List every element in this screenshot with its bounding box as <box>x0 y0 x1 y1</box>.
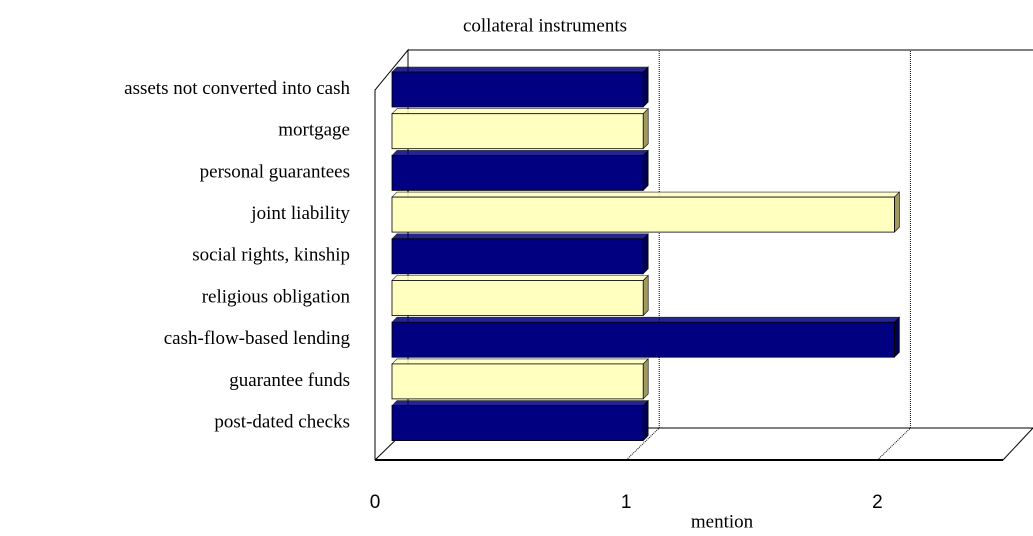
x-tick-label: 1 <box>621 492 632 513</box>
bar <box>391 405 644 442</box>
y-tick-label: post-dated checks <box>214 411 350 432</box>
y-tick-label: guarantee funds <box>229 370 350 391</box>
bar-side <box>642 107 649 150</box>
bar-top <box>391 108 649 114</box>
x-tick-label: 2 <box>872 492 883 513</box>
bar <box>391 196 895 233</box>
bar-top <box>391 400 649 406</box>
bar-top <box>391 275 649 281</box>
y-tick-label: social rights, kinship <box>192 245 350 266</box>
bar-top <box>391 233 649 240</box>
bar-side <box>642 66 649 108</box>
bar <box>391 280 644 316</box>
grid-line <box>877 50 911 461</box>
bar <box>391 238 644 275</box>
bar-side <box>642 274 649 317</box>
y-tick-label: joint liability <box>250 203 350 224</box>
bar-side <box>642 399 649 442</box>
bar-side <box>894 191 900 233</box>
bar <box>391 363 644 400</box>
x-tick-label: 0 <box>370 492 381 513</box>
bar <box>391 154 644 191</box>
chart-title: collateral instruments <box>463 15 627 36</box>
bar-side <box>642 233 649 275</box>
bar-top <box>391 316 901 323</box>
y-tick-label: personal guarantees <box>200 161 350 182</box>
bar <box>391 71 644 108</box>
bar-top <box>391 150 649 156</box>
bar-top <box>391 66 649 73</box>
bar <box>391 113 644 150</box>
y-tick-label: assets not converted into cash <box>124 78 350 99</box>
bar-top <box>391 358 649 365</box>
floor-right <box>1002 427 1033 461</box>
bar-side <box>642 358 649 400</box>
y-tick-label: mortgage <box>278 120 350 141</box>
y-tick-label: religious obligation <box>202 286 351 307</box>
bar-side <box>894 316 900 358</box>
y-tick-label: cash-flow-based lending <box>164 328 351 349</box>
bar-top <box>391 191 901 198</box>
bar-side <box>642 149 649 192</box>
bar <box>391 321 895 358</box>
x-axis-title: mention <box>691 511 754 532</box>
